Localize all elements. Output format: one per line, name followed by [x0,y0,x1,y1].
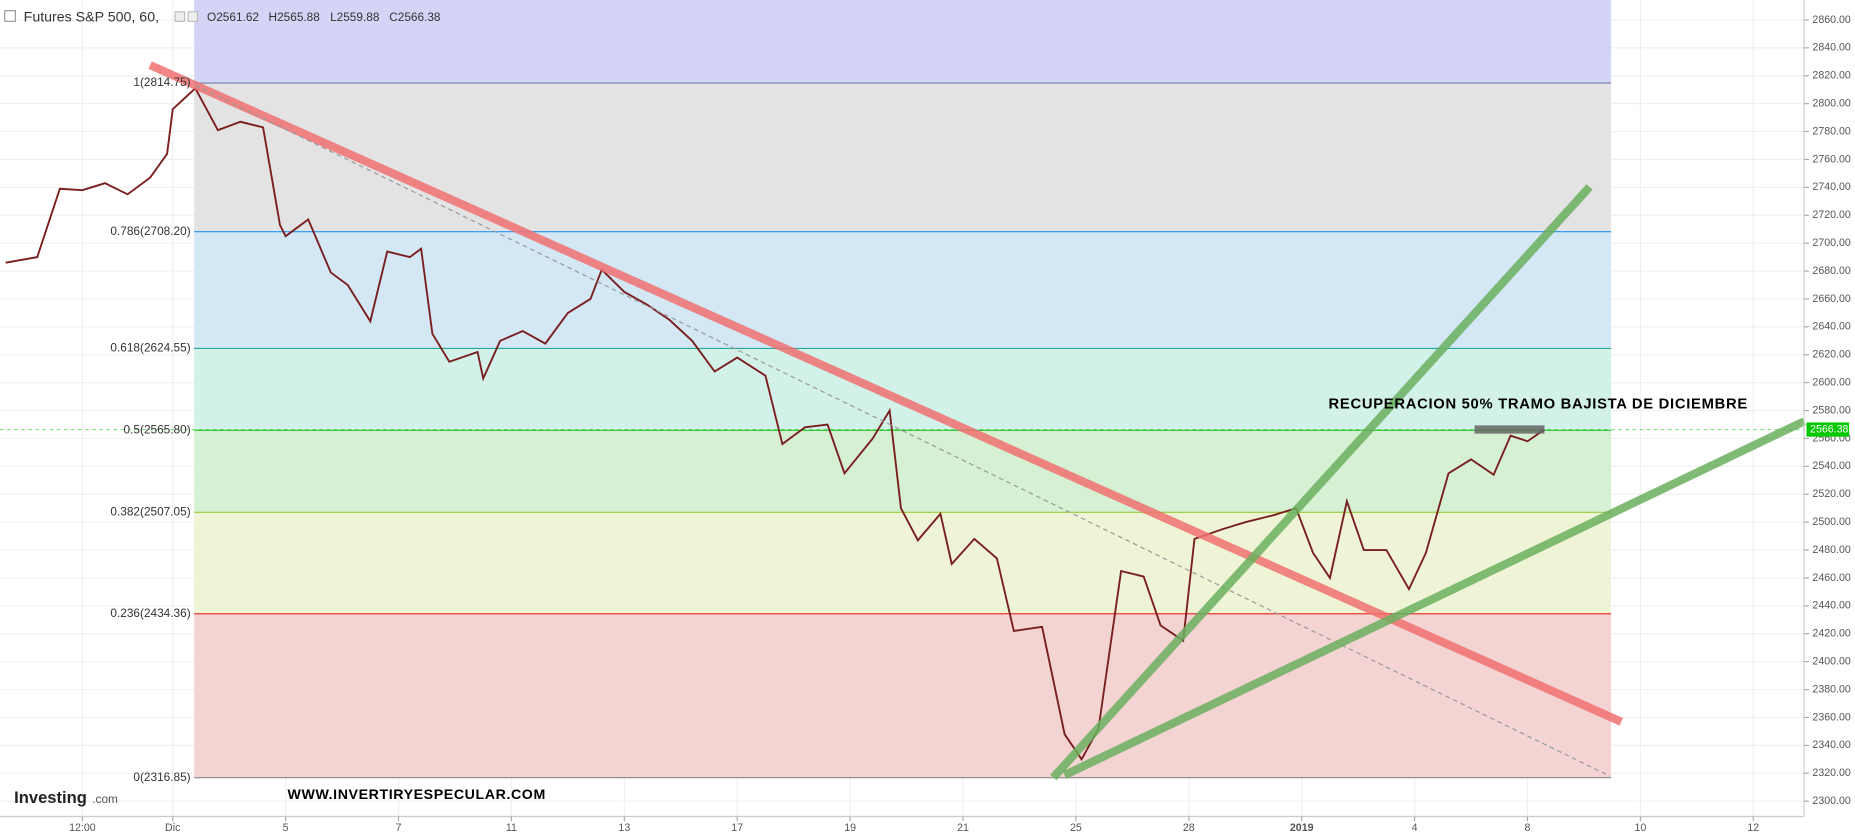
x-tick-label: 4 [1412,822,1418,834]
x-tick-label: 25 [1070,822,1082,834]
x-tick-label: 7 [396,822,402,834]
y-tick-label: 2660.00 [1812,293,1850,305]
fib-band [194,430,1612,513]
annotation: RECUPERACION 50% TRAMO BAJISTA DE DICIEM… [1329,397,1748,413]
fib-label: 0.382(2507.05) [110,504,190,518]
y-tick-label: 2300.00 [1812,795,1850,807]
ohlc-open: O2561.62 [207,10,259,24]
collapse-icon[interactable] [4,10,16,22]
ohlc-high: H2565.88 [269,10,321,24]
y-tick-label: 2780.00 [1812,125,1850,137]
last-price-tag [1806,422,1850,437]
y-tick-label: 2380.00 [1812,683,1850,695]
fib-label: 0.618(2624.55) [110,341,190,355]
fib-label: 0.236(2434.36) [110,606,190,620]
y-tick-label: 2500.00 [1812,516,1850,528]
y-tick-label: 2420.00 [1812,628,1850,640]
y-tick-label: 2640.00 [1812,321,1850,333]
y-tick-label: 2480.00 [1812,544,1850,556]
x-tick-label: 11 [506,822,517,834]
x-tick-label: 19 [844,822,856,834]
y-tick-label: 2540.00 [1812,460,1850,472]
x-tick-label: 8 [1525,822,1531,834]
close-icon[interactable] [187,11,199,22]
y-tick-label: 2760.00 [1812,153,1850,165]
last-price-label: 2566.38 [1810,423,1848,435]
fib-band [194,83,1612,232]
trendline [1050,184,1593,781]
y-tick-label: 2320.00 [1812,767,1850,779]
x-tick-label: 2019 [1290,822,1314,834]
y-tick-label: 2820.00 [1812,70,1850,82]
fib-label: 0(2316.85) [133,770,190,784]
x-tick-label: 13 [618,822,630,834]
x-tick-label: 21 [957,822,969,834]
fib-band [194,231,1612,349]
y-tick-label: 2800.00 [1812,97,1850,109]
fib-band [194,0,1612,84]
trendline [1062,417,1806,779]
logo-suffix: .com [92,792,118,806]
x-tick-label: 10 [1635,822,1647,834]
trendline [195,84,1611,777]
x-tick-label: 28 [1183,822,1195,834]
y-tick-label: 2840.00 [1812,42,1850,54]
y-tick-label: 2700.00 [1812,237,1850,249]
ohlc-close: C2566.38 [389,10,441,24]
y-tick-label: 2740.00 [1812,181,1850,193]
ohlc-low: L2559.88 [330,10,380,24]
y-tick-label: 2520.00 [1812,488,1850,500]
y-tick-label: 2600.00 [1812,376,1850,388]
y-tick-label: 2580.00 [1812,404,1850,416]
chart-title: Futures S&P 500, 60, [24,9,159,25]
fib-band [194,512,1612,614]
y-tick-label: 2400.00 [1812,655,1850,667]
fib-label: 0.786(2708.20) [110,224,190,238]
y-tick-label: 2620.00 [1812,349,1850,361]
x-tick-label: 17 [731,822,743,834]
y-tick-label: 2440.00 [1812,600,1850,612]
fib-label: 0.5(2565.80) [124,422,191,436]
x-tick-label: Dic [165,822,181,834]
x-tick-label: 12:00 [69,822,96,834]
y-tick-label: 2860.00 [1812,14,1850,26]
fib-band [194,613,1612,778]
y-tick-label: 2680.00 [1812,265,1850,277]
x-tick-label: 5 [283,822,289,834]
website: WWW.INVERTIRYESPECULAR.COM [287,787,545,803]
y-tick-label: 2360.00 [1812,711,1850,723]
x-tick-label: 12 [1747,822,1759,834]
plot-area [0,0,1806,817]
trendline [148,61,1623,726]
y-tick-label: 2720.00 [1812,209,1850,221]
y-tick-label: 2460.00 [1812,572,1850,584]
price-line [5,86,1546,762]
logo: Investing [14,788,87,807]
fib-label: 1(2814.75) [133,75,190,89]
settings-icon[interactable] [174,11,186,22]
fib-band [194,348,1612,431]
y-tick-label: 2340.00 [1812,739,1850,751]
